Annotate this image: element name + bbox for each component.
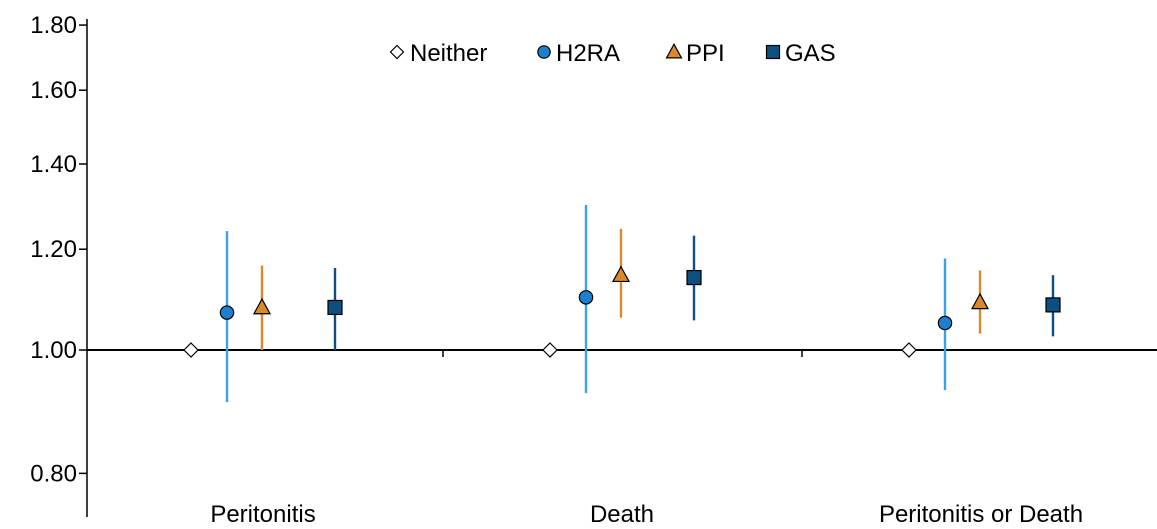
category-label: Death bbox=[590, 501, 654, 528]
data-point bbox=[327, 299, 343, 316]
y-tick-label: 1.80 bbox=[30, 12, 77, 39]
axes: 0.80 1.00 1.20 1.40 1.60 1.80 Peritonitis Death… bbox=[30, 12, 1157, 528]
legend-label: GAS bbox=[785, 40, 836, 67]
data-point bbox=[686, 269, 702, 286]
data-point bbox=[183, 342, 199, 358]
data-point bbox=[937, 315, 953, 331]
y-tick-label: 1.40 bbox=[30, 151, 77, 178]
data-point bbox=[970, 292, 990, 310]
y-tick-label: 1.00 bbox=[30, 337, 77, 364]
legend-label: H2RA bbox=[556, 40, 620, 67]
legend-marker bbox=[389, 44, 405, 60]
data-point bbox=[1045, 297, 1061, 313]
y-tick-label: 1.20 bbox=[30, 236, 77, 263]
legend-marker bbox=[665, 42, 683, 59]
category-label: Peritonitis bbox=[210, 501, 315, 528]
error-bars bbox=[225, 204, 1055, 403]
legend-label: Neither bbox=[410, 40, 487, 67]
y-tick-label: 0.80 bbox=[30, 460, 77, 487]
legend-marker bbox=[537, 45, 551, 59]
legend: Neither H2RA PPI GAS bbox=[389, 40, 836, 67]
data-point bbox=[252, 297, 272, 315]
y-tick-label: 1.60 bbox=[30, 77, 77, 104]
data-point bbox=[578, 290, 594, 305]
category-label: Peritonitis or Death bbox=[879, 501, 1083, 528]
data-point bbox=[219, 305, 235, 320]
legend-marker bbox=[765, 44, 781, 60]
data-point bbox=[611, 265, 631, 283]
legend-label: PPI bbox=[686, 40, 725, 67]
data-point bbox=[542, 342, 558, 358]
markers bbox=[183, 265, 1061, 358]
data-point bbox=[901, 342, 917, 358]
